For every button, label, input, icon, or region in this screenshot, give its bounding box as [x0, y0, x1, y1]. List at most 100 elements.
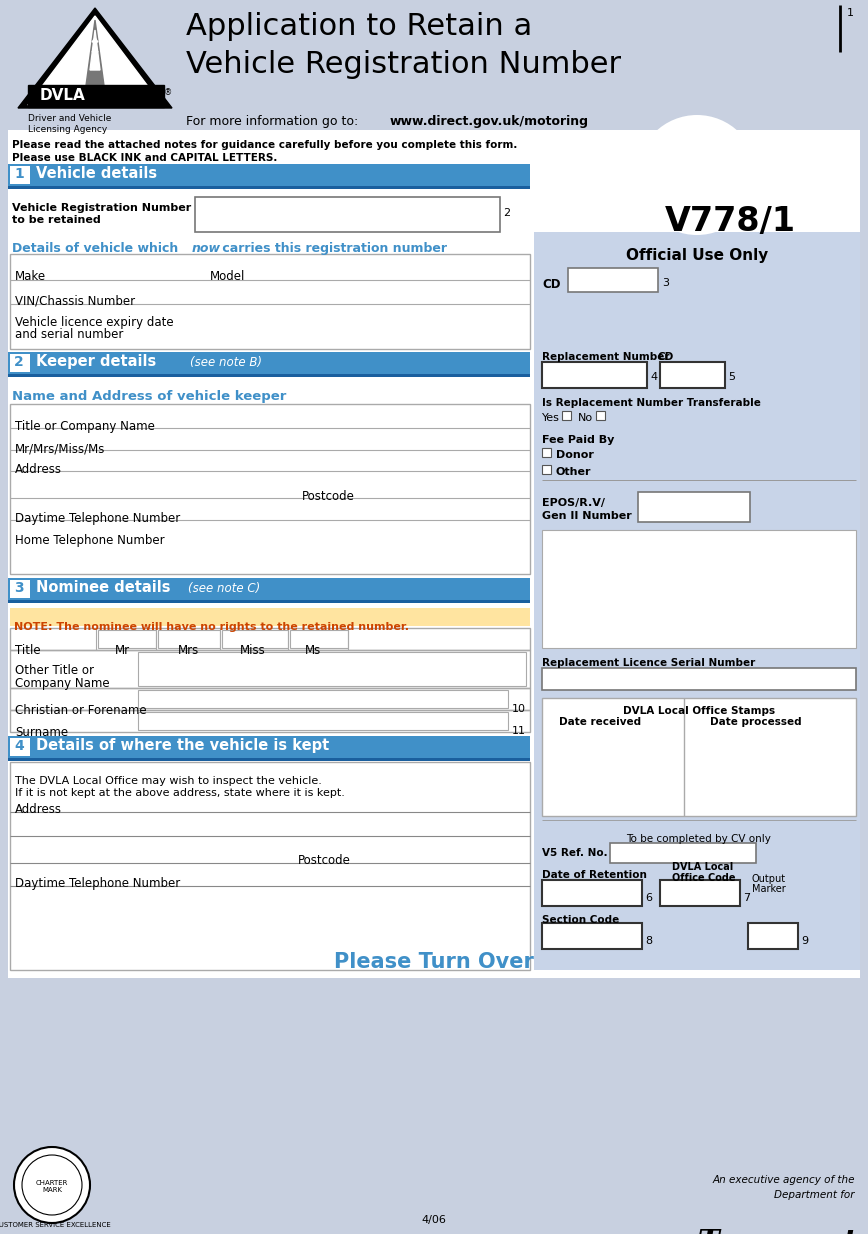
Text: Please read the attached notes for guidance carefully before you complete this f: Please read the attached notes for guida…	[12, 139, 517, 151]
Text: CUSTOMER SERVICE EXCELLENCE: CUSTOMER SERVICE EXCELLENCE	[0, 1222, 110, 1228]
Text: Section Code: Section Code	[542, 914, 619, 926]
Text: Date received: Date received	[559, 717, 641, 727]
Text: (see note C): (see note C)	[188, 582, 260, 595]
Text: 8: 8	[645, 937, 652, 946]
Bar	[10, 354, 30, 371]
Bar	[542, 668, 856, 690]
Text: VIN/Chassis Number: VIN/Chassis Number	[15, 294, 135, 307]
Bar	[542, 698, 856, 816]
Text: Department for: Department for	[774, 1190, 855, 1199]
Bar	[542, 465, 551, 474]
Polygon shape	[84, 20, 106, 100]
Text: Address: Address	[15, 463, 62, 476]
Text: V778/1: V778/1	[665, 205, 796, 238]
Text: Ms: Ms	[305, 644, 321, 656]
Polygon shape	[18, 7, 172, 109]
Text: 2: 2	[503, 209, 510, 218]
Polygon shape	[90, 30, 100, 70]
Text: Details of vehicle which: Details of vehicle which	[12, 242, 182, 255]
Text: Daytime Telephone Number: Daytime Telephone Number	[15, 877, 181, 890]
Bar	[10, 689, 530, 710]
Bar	[0, 970, 868, 1234]
Text: Name and Address of vehicle keeper: Name and Address of vehicle keeper	[12, 390, 286, 404]
Text: 1: 1	[847, 7, 854, 19]
Bar	[10, 167, 30, 184]
Bar	[8, 352, 530, 374]
Circle shape	[637, 115, 757, 234]
Text: and serial number: and serial number	[15, 328, 123, 341]
Text: For more information go to:: For more information go to:	[186, 115, 362, 128]
Bar	[10, 710, 530, 732]
Text: 1: 1	[14, 167, 23, 181]
Bar	[542, 448, 551, 457]
Text: Title: Title	[15, 644, 41, 656]
Polygon shape	[92, 48, 98, 52]
Bar	[10, 608, 530, 626]
Bar	[222, 631, 288, 648]
Text: CHARTER
MARK: CHARTER MARK	[36, 1180, 69, 1193]
Text: Vehicle licence expiry date: Vehicle licence expiry date	[15, 316, 174, 329]
Text: Vehicle Registration Number: Vehicle Registration Number	[12, 204, 191, 213]
Text: Date processed: Date processed	[710, 717, 802, 727]
Text: Company Name: Company Name	[15, 677, 109, 690]
Bar	[8, 970, 860, 979]
Bar	[10, 763, 530, 970]
Bar	[10, 580, 30, 598]
Bar	[10, 650, 530, 689]
Text: Other: Other	[556, 466, 591, 478]
Bar	[138, 652, 526, 686]
Bar	[8, 600, 530, 603]
Text: carries this registration number: carries this registration number	[218, 242, 447, 255]
Bar	[562, 411, 571, 420]
Text: To be completed by CV only: To be completed by CV only	[627, 834, 772, 844]
Bar	[290, 631, 348, 648]
Text: 5: 5	[728, 371, 735, 383]
Text: Transport: Transport	[698, 1228, 858, 1234]
Bar	[542, 880, 642, 906]
Bar	[8, 374, 530, 378]
Text: Yes: Yes	[542, 413, 560, 423]
Bar	[195, 197, 500, 232]
Text: 9: 9	[801, 937, 808, 946]
Text: Output: Output	[752, 874, 786, 884]
Bar	[596, 411, 605, 420]
Text: The DVLA Local Office may wish to inspect the vehicle.: The DVLA Local Office may wish to inspec…	[15, 776, 322, 786]
Bar	[542, 923, 642, 949]
Text: 7: 7	[743, 893, 750, 903]
Text: DVLA: DVLA	[40, 88, 86, 102]
Text: Mr: Mr	[115, 644, 130, 656]
Text: Nominee details: Nominee details	[36, 580, 175, 595]
Bar	[638, 492, 750, 522]
Text: Surname: Surname	[15, 726, 68, 739]
Text: An executive agency of the: An executive agency of the	[713, 1175, 855, 1185]
Bar	[138, 690, 508, 708]
Text: Donor: Donor	[556, 450, 594, 460]
Text: No: No	[578, 413, 593, 423]
Text: 4: 4	[14, 739, 23, 753]
Text: V5 Ref. No.: V5 Ref. No.	[542, 848, 608, 858]
Bar	[534, 232, 860, 970]
Text: Official Use Only: Official Use Only	[626, 248, 768, 263]
Text: Vehicle Registration Number: Vehicle Registration Number	[186, 51, 621, 79]
Text: Postcode: Postcode	[298, 854, 351, 868]
Text: Postcode: Postcode	[302, 490, 355, 503]
Bar	[748, 923, 798, 949]
Text: Please Turn Over: Please Turn Over	[334, 951, 534, 972]
Text: CD: CD	[658, 352, 674, 362]
Text: Gen II Number: Gen II Number	[542, 511, 632, 521]
Text: Driver and Vehicle: Driver and Vehicle	[28, 114, 111, 123]
Text: Marker: Marker	[752, 884, 786, 893]
Text: to be retained: to be retained	[12, 215, 101, 225]
Text: Licensing Agency: Licensing Agency	[28, 125, 108, 135]
Text: EPOS/R.V/: EPOS/R.V/	[542, 499, 605, 508]
Text: NOTE: The nominee will have no rights to the retained number.: NOTE: The nominee will have no rights to…	[14, 622, 409, 632]
Text: DVLA Local: DVLA Local	[672, 863, 733, 872]
Text: Christian or Forename: Christian or Forename	[15, 705, 147, 717]
Text: Make: Make	[15, 270, 46, 283]
Text: Please use BLACK INK and CAPITAL LETTERS.: Please use BLACK INK and CAPITAL LETTERS…	[12, 153, 278, 163]
Text: CD: CD	[542, 278, 561, 291]
Text: Office Code: Office Code	[672, 872, 735, 884]
Text: 4: 4	[650, 371, 657, 383]
Text: 6: 6	[645, 893, 652, 903]
Text: Details of where the vehicle is kept: Details of where the vehicle is kept	[36, 738, 329, 753]
